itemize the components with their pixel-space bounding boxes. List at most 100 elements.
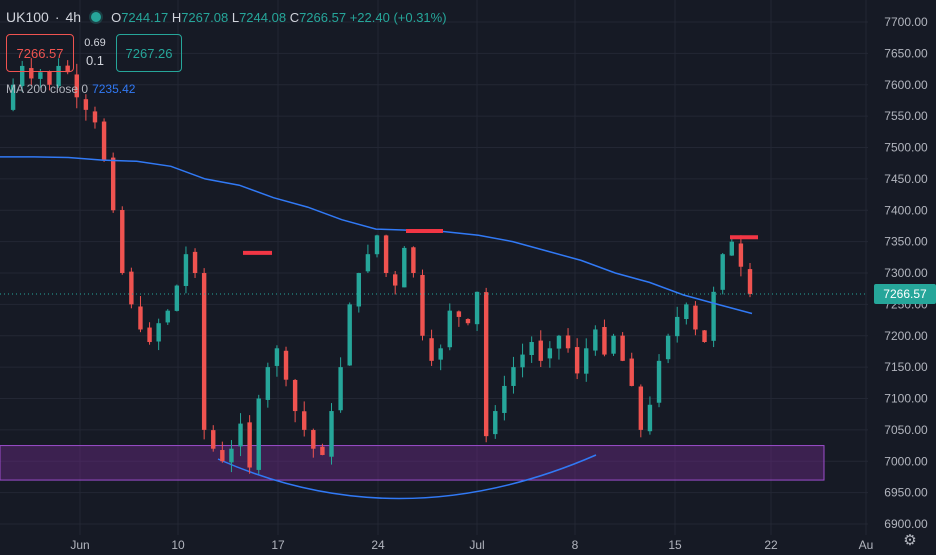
candle-body — [320, 446, 325, 455]
candle-body — [411, 247, 416, 273]
candle-body — [620, 335, 625, 361]
ohlc-readout: O7244.17 H7267.08 L7244.08 C7266.57 +22.… — [111, 9, 447, 25]
candle-body — [675, 316, 680, 337]
last-price-label: 7266.57 — [874, 284, 936, 304]
chart-header: UK100 · 4h O7244.17 H7267.08 L7244.08 C7… — [6, 6, 447, 28]
candle-body — [247, 422, 252, 468]
candle-body — [556, 335, 562, 349]
candle-body — [602, 327, 607, 355]
candle-body — [402, 247, 407, 288]
candle-body — [611, 335, 616, 354]
settings-gear-icon[interactable]: ⚙ — [903, 532, 917, 549]
x-axis-tick-label: Au — [859, 538, 874, 552]
candle-body — [311, 430, 316, 449]
x-axis-tick-label: 17 — [271, 538, 285, 552]
candle-body — [738, 243, 744, 267]
y-axis-tick-label: 7400.00 — [884, 203, 928, 217]
candle-body — [356, 273, 362, 307]
timeframe[interactable]: 4h — [65, 9, 82, 25]
candle-body — [593, 329, 598, 351]
x-axis-tick-label: 24 — [371, 538, 385, 552]
candle-body — [365, 254, 371, 272]
candle-body — [238, 423, 243, 447]
candle-body — [174, 285, 180, 311]
candle-body — [211, 430, 216, 449]
candle-body — [538, 340, 543, 361]
candle-body — [720, 254, 725, 290]
candle-body — [584, 348, 589, 374]
x-axis-tick-label: 10 — [171, 538, 185, 552]
candle-body — [274, 348, 280, 366]
candle-body — [347, 304, 352, 366]
buy-button[interactable]: 7267.26 — [116, 34, 182, 72]
y-axis-tick-label: 7500.00 — [884, 141, 928, 155]
header-separator: · — [54, 9, 60, 25]
ma-value: 7235.42 — [92, 82, 136, 96]
ma-indicator-legend[interactable]: MA 200 close 0 7235.42 — [6, 82, 135, 96]
close-value: 7266.57 — [299, 9, 347, 25]
y-axis-tick-label: 7050.00 — [884, 423, 928, 437]
candle-body — [665, 335, 671, 360]
candle-body — [56, 65, 61, 87]
candle-body — [656, 360, 662, 403]
y-axis-tick-label: 7550.00 — [884, 109, 928, 123]
candle-body — [265, 367, 271, 400]
candle-body — [120, 210, 125, 273]
open-value: 7244.17 — [121, 9, 169, 25]
candle-body — [92, 111, 98, 123]
candle-body — [629, 358, 634, 386]
y-axis-tick-label: 7150.00 — [884, 360, 928, 374]
candle-body — [429, 338, 434, 361]
candle-body — [383, 235, 389, 273]
candle-body — [220, 450, 225, 462]
candle-body — [483, 292, 489, 437]
candle-body — [147, 327, 152, 343]
candle-body — [283, 350, 289, 380]
candle-body — [138, 306, 143, 330]
candle-body — [493, 411, 498, 435]
candle-body — [447, 310, 452, 348]
candle-body — [420, 274, 425, 336]
candle-body — [529, 342, 534, 355]
sell-button[interactable]: 7266.57 — [6, 34, 74, 72]
x-axis-tick-label: 22 — [764, 538, 778, 552]
candle-body — [338, 367, 343, 411]
spread-display: 0.69 0.1 — [80, 34, 110, 70]
change-value: +22.40 (+0.31%) — [349, 9, 447, 25]
candle-body — [511, 367, 516, 386]
candle-body — [547, 348, 553, 359]
candle-body — [302, 411, 307, 430]
spread-top: 0.69 — [84, 37, 106, 49]
candle-body — [165, 310, 170, 323]
x-axis-tick-label: 15 — [668, 538, 682, 552]
candle-body — [65, 65, 70, 73]
candle-body — [101, 121, 107, 161]
candle-body — [574, 347, 580, 374]
candle-body — [565, 335, 571, 349]
candle-body — [292, 379, 298, 412]
y-axis-tick-label: 7200.00 — [884, 329, 928, 343]
x-axis-tick-label: Jul — [469, 538, 484, 552]
candle-body — [638, 386, 644, 430]
candle-body — [19, 65, 25, 87]
candle-body — [502, 385, 507, 413]
symbol-name[interactable]: UK100 — [6, 9, 49, 25]
candle-body — [183, 254, 189, 286]
x-axis-tick-label: Jun — [70, 538, 89, 552]
y-axis-tick-label: 7300.00 — [884, 266, 928, 280]
y-axis-tick-label: 7350.00 — [884, 235, 928, 249]
candle-body — [465, 319, 471, 324]
x-axis-tick-label: 8 — [572, 538, 579, 552]
y-axis-tick-label: 7000.00 — [884, 454, 928, 468]
candle-body — [10, 84, 16, 110]
candle-body — [83, 99, 89, 110]
candle-body — [474, 291, 480, 325]
candle-body — [456, 311, 462, 317]
candle-body — [256, 398, 261, 470]
candle-body — [74, 74, 79, 98]
candle-body — [684, 304, 689, 320]
low-value: 7244.08 — [239, 9, 287, 25]
candle-body — [747, 269, 753, 294]
